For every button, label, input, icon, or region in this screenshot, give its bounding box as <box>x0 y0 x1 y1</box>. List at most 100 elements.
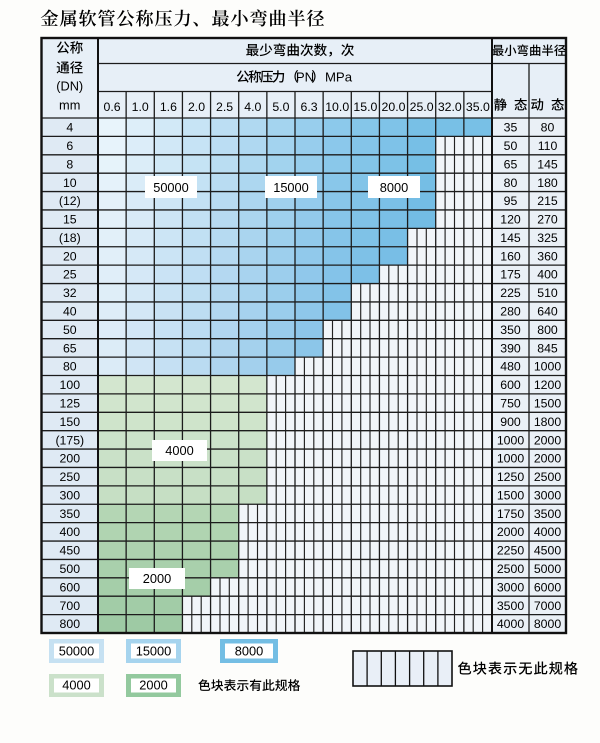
svg-text:2250: 2250 <box>497 544 525 558</box>
svg-text:845: 845 <box>537 341 558 355</box>
svg-text:600: 600 <box>500 378 521 392</box>
svg-text:145: 145 <box>537 157 558 171</box>
svg-text:2500: 2500 <box>534 470 562 484</box>
svg-text:4: 4 <box>66 121 73 135</box>
svg-text:300: 300 <box>60 488 81 502</box>
svg-text:8000: 8000 <box>380 180 408 195</box>
svg-text:8000: 8000 <box>235 644 263 659</box>
svg-text:1250: 1250 <box>497 470 525 484</box>
svg-text:1500: 1500 <box>497 488 525 502</box>
svg-text:1750: 1750 <box>497 507 525 521</box>
svg-text:450: 450 <box>60 544 81 558</box>
svg-text:(18): (18) <box>59 231 81 245</box>
svg-text:350: 350 <box>500 323 521 337</box>
svg-text:10.0: 10.0 <box>325 100 349 114</box>
svg-text:250: 250 <box>60 470 81 484</box>
svg-text:80: 80 <box>504 176 518 190</box>
svg-text:225: 225 <box>500 286 521 300</box>
svg-text:1000: 1000 <box>497 452 525 466</box>
svg-text:6.3: 6.3 <box>301 100 318 114</box>
svg-text:175: 175 <box>500 268 521 282</box>
svg-text:2000: 2000 <box>534 433 562 447</box>
svg-text:4.0: 4.0 <box>244 100 261 114</box>
svg-text:32.0: 32.0 <box>438 100 462 114</box>
svg-text:110: 110 <box>538 139 558 153</box>
svg-text:PN: PN <box>296 70 314 85</box>
svg-text:360: 360 <box>537 249 558 263</box>
svg-text:0.6: 0.6 <box>104 100 121 114</box>
svg-text:15000: 15000 <box>273 180 309 195</box>
svg-text:10: 10 <box>63 176 77 190</box>
svg-text:100: 100 <box>60 378 81 392</box>
svg-text:750: 750 <box>500 397 521 411</box>
svg-text:270: 270 <box>537 213 558 227</box>
svg-text:400: 400 <box>537 268 558 282</box>
svg-text:20.0: 20.0 <box>382 100 406 114</box>
svg-text:325: 325 <box>537 231 558 245</box>
svg-text:2.0: 2.0 <box>188 100 205 114</box>
svg-text:4000: 4000 <box>62 678 90 693</box>
svg-text:800: 800 <box>60 617 81 631</box>
svg-text:25.0: 25.0 <box>410 100 434 114</box>
svg-text:480: 480 <box>500 360 521 374</box>
svg-text:50000: 50000 <box>153 180 189 195</box>
svg-text:1000: 1000 <box>497 433 525 447</box>
svg-text:600: 600 <box>60 580 81 594</box>
svg-text:900: 900 <box>500 415 521 429</box>
svg-text:125: 125 <box>60 397 81 411</box>
svg-text:35.0: 35.0 <box>466 100 490 114</box>
svg-text:3500: 3500 <box>534 507 562 521</box>
svg-text:3000: 3000 <box>497 580 525 594</box>
svg-text:8: 8 <box>66 157 73 171</box>
svg-text:(DN): (DN) <box>56 79 83 94</box>
svg-text:2000: 2000 <box>534 452 562 466</box>
svg-text:35: 35 <box>504 121 518 135</box>
svg-text:1500: 1500 <box>534 397 562 411</box>
svg-text:1800: 1800 <box>534 415 562 429</box>
svg-text:510: 510 <box>537 286 558 300</box>
svg-text:4000: 4000 <box>165 443 193 458</box>
svg-text:50: 50 <box>63 323 77 337</box>
svg-text:65: 65 <box>63 341 77 355</box>
svg-text:700: 700 <box>60 599 81 613</box>
svg-text:25: 25 <box>63 268 77 282</box>
svg-text:3500: 3500 <box>497 599 525 613</box>
svg-text:5000: 5000 <box>534 562 562 576</box>
svg-text:390: 390 <box>500 341 521 355</box>
svg-text:MPa: MPa <box>325 70 353 85</box>
svg-text:2000: 2000 <box>143 571 171 586</box>
svg-text:6: 6 <box>66 139 73 153</box>
svg-text:65: 65 <box>504 157 518 171</box>
svg-text:400: 400 <box>60 525 81 539</box>
svg-text:2000: 2000 <box>497 525 525 539</box>
svg-text:50000: 50000 <box>59 644 95 659</box>
svg-text:15000: 15000 <box>136 644 172 659</box>
svg-text:1200: 1200 <box>534 378 562 392</box>
svg-text:150: 150 <box>60 415 81 429</box>
svg-text:7000: 7000 <box>534 599 562 613</box>
svg-text:800: 800 <box>537 323 558 337</box>
svg-text:120: 120 <box>500 213 521 227</box>
svg-text:6000: 6000 <box>534 580 562 594</box>
svg-text:200: 200 <box>60 452 81 466</box>
svg-text:2000: 2000 <box>139 678 167 693</box>
svg-text:2500: 2500 <box>497 562 525 576</box>
svg-text:(12): (12) <box>59 194 81 208</box>
svg-text:180: 180 <box>537 176 558 190</box>
svg-text:5.0: 5.0 <box>272 100 289 114</box>
svg-text:2.5: 2.5 <box>216 100 233 114</box>
svg-text:1.6: 1.6 <box>160 100 177 114</box>
svg-text:500: 500 <box>60 562 81 576</box>
svg-text:15.0: 15.0 <box>353 100 377 114</box>
svg-text:80: 80 <box>63 360 77 374</box>
svg-text:40: 40 <box>63 305 77 319</box>
svg-text:32: 32 <box>63 286 77 300</box>
svg-text:280: 280 <box>500 305 521 319</box>
svg-text:50: 50 <box>504 139 518 153</box>
svg-text:80: 80 <box>541 121 555 135</box>
svg-text:95: 95 <box>504 194 518 208</box>
svg-text:8000: 8000 <box>534 617 562 631</box>
svg-text:mm: mm <box>59 98 80 113</box>
svg-text:145: 145 <box>500 231 521 245</box>
svg-text:350: 350 <box>60 507 81 521</box>
